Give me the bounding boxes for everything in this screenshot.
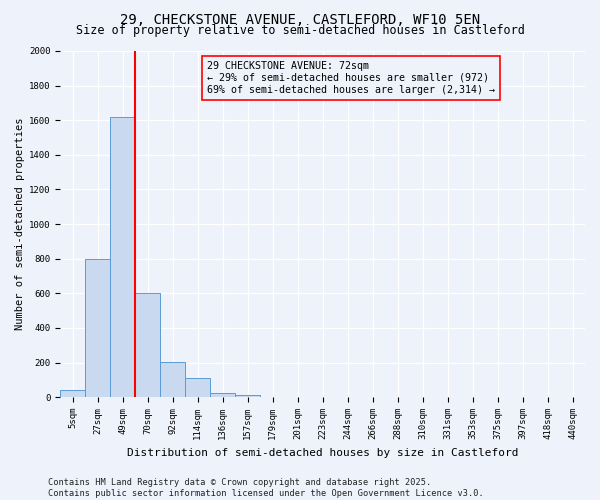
Text: Size of property relative to semi-detached houses in Castleford: Size of property relative to semi-detach… bbox=[76, 24, 524, 37]
Bar bbox=[210, 393, 235, 397]
Text: 29, CHECKSTONE AVENUE, CASTLEFORD, WF10 5EN: 29, CHECKSTONE AVENUE, CASTLEFORD, WF10 … bbox=[120, 12, 480, 26]
Bar bbox=[235, 396, 260, 397]
Bar bbox=[110, 117, 136, 397]
Text: 29 CHECKSTONE AVENUE: 72sqm
← 29% of semi-detached houses are smaller (972)
69% : 29 CHECKSTONE AVENUE: 72sqm ← 29% of sem… bbox=[207, 62, 495, 94]
X-axis label: Distribution of semi-detached houses by size in Castleford: Distribution of semi-detached houses by … bbox=[127, 448, 518, 458]
Bar bbox=[136, 294, 160, 397]
Y-axis label: Number of semi-detached properties: Number of semi-detached properties bbox=[15, 118, 25, 330]
Bar bbox=[160, 362, 185, 397]
Bar bbox=[185, 378, 210, 397]
Bar bbox=[61, 390, 85, 397]
Bar bbox=[85, 258, 110, 397]
Text: Contains HM Land Registry data © Crown copyright and database right 2025.
Contai: Contains HM Land Registry data © Crown c… bbox=[48, 478, 484, 498]
